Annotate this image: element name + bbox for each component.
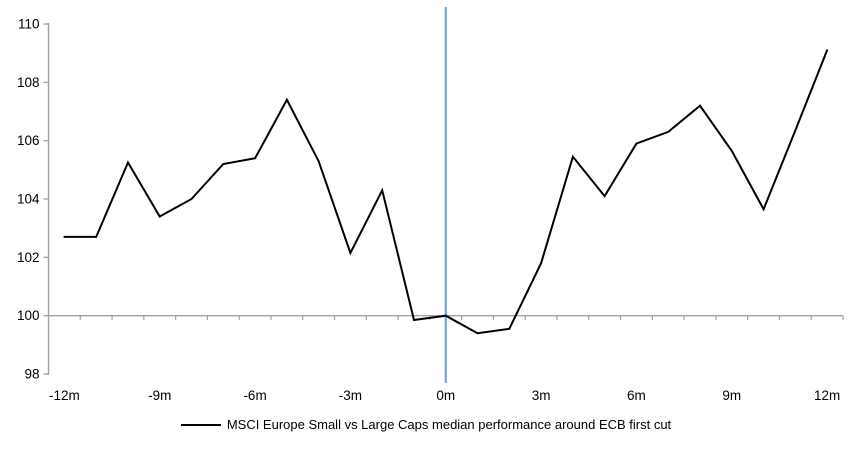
y-tick-label: 100 bbox=[17, 308, 40, 323]
legend-line-marker bbox=[180, 423, 221, 426]
x-tick-label: -9m bbox=[148, 388, 171, 403]
x-tick-label: 0m bbox=[436, 388, 455, 403]
series-line bbox=[63, 49, 829, 335]
x-tick-label: -12m bbox=[49, 388, 80, 403]
y-tick-label: 106 bbox=[17, 133, 40, 148]
y-tick-label: 110 bbox=[18, 17, 40, 32]
y-tick-label: 102 bbox=[17, 250, 40, 265]
legend: MSCI Europe Small vs Large Caps median p… bbox=[0, 417, 852, 432]
x-tick-label: 3m bbox=[532, 388, 551, 403]
y-tick-label: 104 bbox=[17, 192, 40, 207]
x-tick-label: 6m bbox=[627, 388, 646, 403]
legend-label: MSCI Europe Small vs Large Caps median p… bbox=[226, 417, 672, 432]
y-tick-label: 98 bbox=[24, 367, 39, 382]
x-tick-label: -3m bbox=[339, 388, 362, 403]
y-tick-label: 108 bbox=[17, 75, 40, 90]
x-tick-label: 9m bbox=[722, 388, 741, 403]
x-tick-label: 12m bbox=[814, 388, 840, 403]
x-tick-label: -6m bbox=[243, 388, 266, 403]
